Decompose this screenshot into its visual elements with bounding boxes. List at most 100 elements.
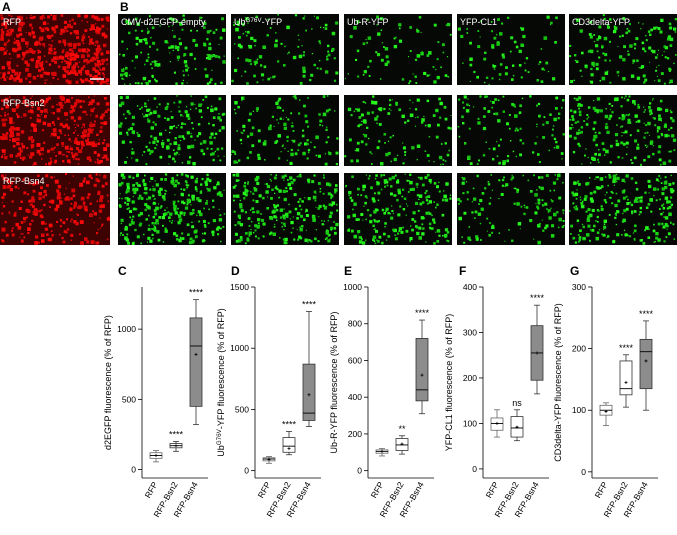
cell bbox=[209, 136, 212, 139]
cell bbox=[607, 235, 610, 238]
cell bbox=[118, 103, 122, 107]
cell bbox=[423, 217, 425, 219]
cell bbox=[599, 187, 602, 190]
cell bbox=[145, 114, 149, 117]
cell bbox=[64, 26, 68, 30]
cell bbox=[1, 137, 4, 140]
cell bbox=[411, 146, 415, 150]
cell bbox=[358, 240, 363, 244]
cell bbox=[520, 27, 525, 31]
cell bbox=[44, 102, 47, 105]
cell bbox=[643, 159, 646, 162]
cell bbox=[1, 174, 4, 178]
cell bbox=[613, 184, 615, 186]
significance: **** bbox=[530, 293, 545, 303]
cell bbox=[533, 174, 535, 177]
cell bbox=[103, 154, 108, 159]
cell bbox=[206, 82, 210, 85]
cell bbox=[182, 74, 185, 77]
cell bbox=[644, 78, 648, 82]
cell bbox=[49, 206, 51, 208]
cell bbox=[445, 182, 449, 186]
cell bbox=[500, 193, 504, 196]
cell bbox=[256, 181, 260, 185]
cell bbox=[154, 123, 157, 126]
cell bbox=[633, 239, 636, 241]
cell bbox=[587, 224, 591, 228]
cell bbox=[148, 214, 150, 217]
cell bbox=[503, 176, 505, 179]
cell bbox=[205, 183, 208, 187]
cell bbox=[572, 193, 576, 197]
cell bbox=[389, 212, 391, 215]
cell bbox=[513, 40, 517, 44]
cell bbox=[96, 102, 100, 106]
cell bbox=[569, 109, 573, 112]
cell bbox=[215, 227, 219, 231]
cell bbox=[325, 70, 329, 74]
cell bbox=[32, 76, 37, 80]
cell bbox=[14, 185, 18, 189]
cell bbox=[612, 179, 616, 184]
cell bbox=[20, 21, 24, 25]
cell bbox=[157, 114, 161, 118]
cell bbox=[502, 110, 505, 113]
cell bbox=[317, 182, 321, 185]
cell bbox=[173, 125, 175, 127]
cell bbox=[479, 95, 482, 98]
cell bbox=[16, 54, 21, 58]
cell bbox=[636, 129, 640, 132]
cell bbox=[185, 68, 189, 72]
cell bbox=[664, 216, 669, 220]
cell bbox=[519, 153, 522, 157]
cell bbox=[22, 51, 26, 56]
mean-marker bbox=[515, 425, 519, 429]
cell bbox=[383, 133, 387, 136]
cell bbox=[624, 181, 626, 183]
cell bbox=[421, 223, 424, 226]
cell bbox=[193, 230, 197, 234]
cell bbox=[611, 111, 614, 114]
cell bbox=[589, 49, 594, 54]
cell bbox=[473, 70, 476, 74]
cell bbox=[48, 63, 52, 66]
cell bbox=[603, 225, 607, 229]
cell bbox=[206, 147, 209, 150]
cell bbox=[149, 239, 153, 243]
cell bbox=[518, 111, 522, 114]
cell bbox=[89, 28, 93, 31]
cell bbox=[47, 149, 50, 153]
cell bbox=[292, 96, 294, 98]
cell bbox=[325, 109, 329, 113]
cell bbox=[486, 95, 489, 98]
cell bbox=[458, 135, 461, 138]
cell bbox=[39, 116, 41, 118]
cell bbox=[589, 80, 591, 82]
cell bbox=[84, 78, 89, 82]
cell bbox=[542, 123, 545, 126]
cell bbox=[256, 58, 259, 61]
cell bbox=[13, 78, 17, 82]
cell bbox=[127, 241, 130, 245]
cell bbox=[33, 128, 37, 132]
cell bbox=[64, 70, 67, 73]
cell bbox=[665, 235, 667, 237]
cell bbox=[74, 201, 77, 205]
cell bbox=[317, 154, 321, 158]
cell bbox=[426, 54, 430, 57]
cell bbox=[648, 46, 652, 50]
cell bbox=[257, 156, 261, 160]
cell bbox=[192, 162, 196, 166]
cell bbox=[86, 48, 89, 51]
cell bbox=[609, 18, 612, 21]
cell bbox=[249, 112, 252, 116]
cell bbox=[65, 187, 67, 189]
cell bbox=[252, 199, 255, 202]
cell bbox=[647, 203, 651, 206]
cell bbox=[152, 185, 154, 187]
cell bbox=[299, 99, 301, 101]
cell bbox=[68, 138, 71, 141]
cell bbox=[428, 222, 432, 226]
cell bbox=[136, 235, 140, 239]
cell bbox=[56, 103, 58, 106]
